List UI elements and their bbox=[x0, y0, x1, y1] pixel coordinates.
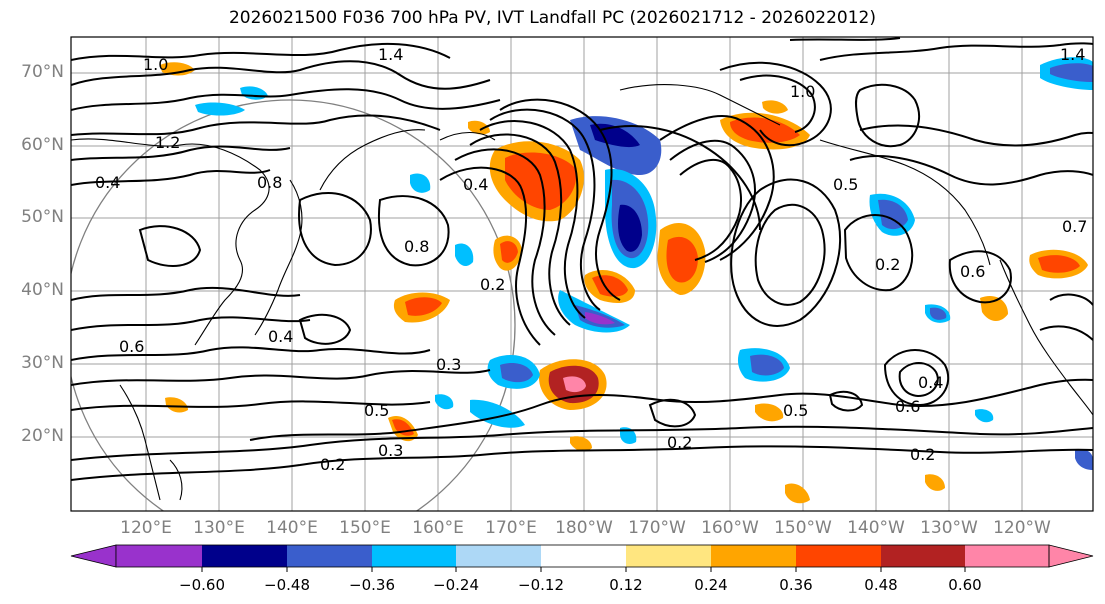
map-border bbox=[70, 36, 1094, 512]
lon-label: 150°W bbox=[774, 518, 832, 538]
colorbar-tick-label: 0.48 bbox=[864, 576, 898, 594]
colorbar-swatch bbox=[711, 545, 796, 567]
contour-label: 0.8 bbox=[404, 237, 429, 256]
colorbar-tick-label: 0.12 bbox=[609, 576, 643, 594]
pv-shading bbox=[160, 57, 1093, 504]
contour-label: 0.3 bbox=[378, 441, 403, 460]
colorbar-tick-label: −0.36 bbox=[349, 576, 395, 594]
colorbar-swatch bbox=[202, 545, 287, 567]
lon-label: 120°W bbox=[993, 518, 1051, 538]
contour-label: 1.4 bbox=[1060, 45, 1085, 64]
contour-label: 0.2 bbox=[320, 455, 345, 474]
colorbar-tick-label: −0.48 bbox=[264, 576, 310, 594]
lat-label: 40°N bbox=[21, 280, 64, 300]
contour-label: 0.2 bbox=[910, 445, 935, 464]
contour-label: 0.5 bbox=[783, 401, 808, 420]
contour-label: 0.4 bbox=[918, 373, 943, 392]
contour-label: 1.0 bbox=[790, 82, 815, 101]
coastlines bbox=[71, 84, 1093, 501]
colorbar-swatch bbox=[116, 545, 202, 567]
colorbar-swatch bbox=[965, 545, 1049, 567]
region-circle bbox=[71, 99, 516, 511]
colorbar-tick-label: −0.24 bbox=[433, 576, 479, 594]
contour-label-group: 1.4 1.0 1.0 0.8 0.8 0.4 0.4 0.4 0.5 0.5 … bbox=[95, 45, 1087, 474]
lon-label: 160°W bbox=[701, 518, 759, 538]
map-title: 2026021500 F036 700 hPa PV, IVT Landfall… bbox=[228, 8, 876, 28]
contour-label: 0.4 bbox=[463, 175, 488, 194]
colorbar-low-extend bbox=[70, 544, 117, 568]
lon-label: 180°W bbox=[555, 518, 613, 538]
colorbar-tick-label: 0.24 bbox=[694, 576, 728, 594]
colorbar-tick-label: −0.60 bbox=[179, 576, 225, 594]
contour-label: 0.2 bbox=[667, 433, 692, 452]
ivt-contours bbox=[71, 37, 1093, 481]
colorbar-swatch bbox=[287, 545, 372, 567]
colorbar-swatch bbox=[796, 545, 881, 567]
contour-label: 0.2 bbox=[480, 275, 505, 294]
contour-label: 1.4 bbox=[378, 45, 403, 64]
lat-label: 50°N bbox=[21, 207, 64, 227]
lon-label: 130°W bbox=[920, 518, 978, 538]
lon-label: 170°W bbox=[628, 518, 686, 538]
contour-label: 0.3 bbox=[436, 355, 461, 374]
colorbar-border bbox=[115, 544, 1050, 568]
colorbar-swatch bbox=[456, 545, 541, 567]
lon-label: 120°E bbox=[120, 518, 172, 538]
lat-label: 70°N bbox=[21, 62, 64, 82]
colorbar-tick-label: −0.12 bbox=[518, 576, 564, 594]
contour-label: 0.8 bbox=[257, 173, 282, 192]
lat-label: 20°N bbox=[21, 426, 64, 446]
colorbar-swatch bbox=[626, 545, 711, 567]
colorbar-high-extend bbox=[1048, 544, 1094, 568]
lon-label: 170°E bbox=[485, 518, 537, 538]
colorbar-tick-label: 0.60 bbox=[948, 576, 982, 594]
colorbar-tick-label: 0.36 bbox=[779, 576, 813, 594]
lat-label: 30°N bbox=[21, 353, 64, 373]
lat-label: 60°N bbox=[21, 135, 64, 155]
contour-label: 0.5 bbox=[833, 175, 858, 194]
lon-label: 140°E bbox=[266, 518, 318, 538]
contour-label: 0.6 bbox=[895, 397, 920, 416]
contour-label: 1.2 bbox=[155, 133, 180, 152]
lon-label: 130°E bbox=[193, 518, 245, 538]
colorbar-swatch bbox=[541, 545, 626, 567]
contour-label: 0.7 bbox=[1062, 217, 1087, 236]
contour-label: 0.2 bbox=[875, 255, 900, 274]
lon-label: 140°W bbox=[847, 518, 905, 538]
contour-label: 0.4 bbox=[95, 173, 120, 192]
colorbar-swatch bbox=[881, 545, 965, 567]
contour-label: 0.6 bbox=[119, 337, 144, 356]
lon-label: 160°E bbox=[412, 518, 464, 538]
contour-label: 0.5 bbox=[364, 401, 389, 420]
contour-label: 0.6 bbox=[960, 262, 985, 281]
lon-label: 150°E bbox=[339, 518, 391, 538]
colorbar bbox=[70, 544, 1094, 572]
contour-label: 1.0 bbox=[143, 55, 168, 74]
contour-label: 0.4 bbox=[268, 327, 293, 346]
colorbar-swatch bbox=[372, 545, 456, 567]
